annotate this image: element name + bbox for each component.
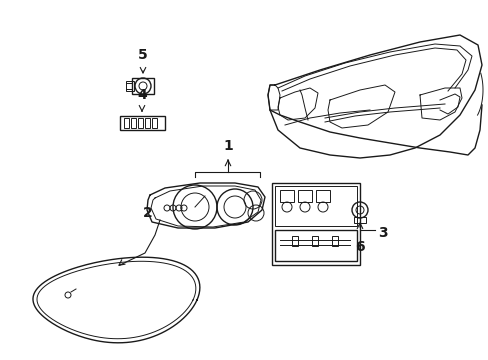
Bar — [131, 118, 136, 128]
Bar — [145, 118, 150, 128]
Bar — [291, 236, 297, 246]
Bar — [271, 183, 359, 265]
Bar — [297, 190, 311, 202]
Text: 2: 2 — [143, 206, 153, 220]
Bar — [315, 190, 329, 202]
Bar — [120, 116, 164, 130]
Bar — [311, 236, 317, 246]
Text: 1: 1 — [223, 139, 232, 153]
Bar — [132, 78, 154, 94]
Bar — [331, 236, 337, 246]
Bar — [280, 190, 293, 202]
Bar — [124, 118, 129, 128]
Text: 6: 6 — [354, 240, 364, 254]
Bar — [274, 186, 356, 226]
Bar — [353, 217, 365, 223]
Bar — [274, 230, 356, 261]
Bar — [138, 118, 142, 128]
Text: 5: 5 — [138, 48, 147, 62]
Text: 4: 4 — [137, 88, 146, 102]
Text: 3: 3 — [377, 226, 387, 240]
Bar — [126, 81, 134, 91]
Bar — [152, 118, 157, 128]
